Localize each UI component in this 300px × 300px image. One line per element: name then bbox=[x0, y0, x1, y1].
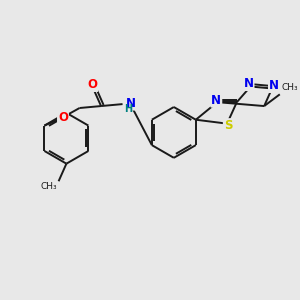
Text: CH₃: CH₃ bbox=[282, 83, 298, 92]
Text: O: O bbox=[58, 111, 68, 124]
Text: S: S bbox=[224, 119, 232, 132]
Text: O: O bbox=[87, 78, 97, 91]
Text: N: N bbox=[269, 79, 279, 92]
Text: CH₃: CH₃ bbox=[40, 182, 57, 191]
Text: N: N bbox=[125, 97, 136, 110]
Text: H: H bbox=[124, 104, 133, 114]
Text: N: N bbox=[211, 94, 221, 107]
Text: N: N bbox=[244, 77, 254, 90]
